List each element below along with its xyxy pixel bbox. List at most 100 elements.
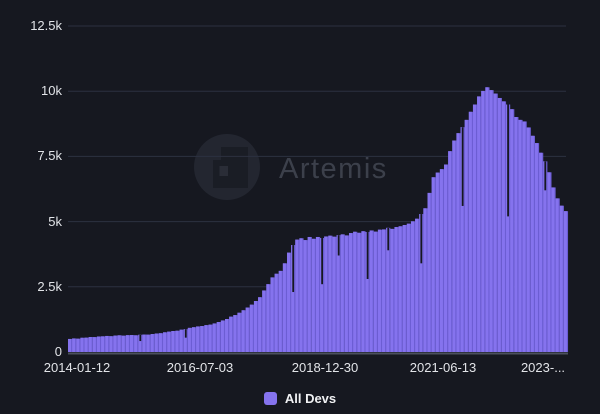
- bar: [295, 239, 299, 352]
- y-axis-tick-label: 7.5k: [37, 148, 62, 164]
- dip-notch: [321, 238, 324, 285]
- bar: [158, 333, 162, 352]
- bar: [154, 333, 158, 352]
- bar: [452, 140, 456, 352]
- bar: [212, 323, 216, 352]
- bar: [402, 224, 406, 352]
- bar: [415, 218, 419, 352]
- bar: [464, 119, 468, 352]
- bar: [266, 284, 270, 352]
- bar: [353, 231, 357, 352]
- bar: [398, 226, 402, 352]
- artemis-watermark-text: Artemis: [279, 153, 388, 185]
- bar: [456, 133, 460, 352]
- bar: [555, 198, 559, 352]
- bar: [72, 338, 76, 352]
- dip-notch: [292, 245, 295, 293]
- bar: [216, 322, 220, 352]
- y-axis-tick-label: 2.5k: [37, 278, 62, 294]
- bar: [105, 335, 109, 352]
- dip-notch: [139, 334, 142, 342]
- dip-notch: [507, 104, 509, 217]
- bar: [427, 192, 431, 352]
- bar: [460, 127, 464, 352]
- bar: [382, 229, 386, 352]
- bar: [439, 169, 443, 352]
- bar: [278, 270, 282, 352]
- bar: [559, 205, 563, 352]
- bar: [307, 236, 311, 352]
- bar: [220, 320, 224, 352]
- bar: [146, 334, 150, 352]
- bar: [129, 335, 134, 352]
- bar: [299, 238, 303, 352]
- bar: [88, 337, 92, 352]
- bar: [274, 273, 278, 352]
- bar: [237, 312, 241, 352]
- bar: [150, 334, 154, 352]
- bar: [241, 310, 245, 352]
- dip-notch: [544, 161, 547, 191]
- dip-notch: [184, 329, 187, 338]
- bar: [191, 327, 195, 352]
- bar: [423, 208, 427, 352]
- bar: [109, 336, 113, 352]
- bar-series-all-devs: [68, 87, 569, 353]
- x-axis-tick-label: 2016-07-03: [166, 360, 234, 375]
- bar: [444, 164, 448, 352]
- x-axis-line: [68, 352, 568, 355]
- bar: [332, 236, 336, 352]
- bar: [543, 161, 547, 352]
- bar: [303, 240, 307, 352]
- bar: [534, 143, 538, 352]
- bar: [229, 316, 233, 352]
- artemis-watermark: Artemis: [194, 134, 388, 200]
- bar: [262, 290, 266, 352]
- bar: [287, 252, 291, 352]
- x-axis-tick-label: 2023-...: [520, 360, 566, 375]
- bar: [134, 335, 138, 352]
- bar: [551, 187, 555, 352]
- bar: [336, 235, 340, 352]
- bar: [125, 335, 129, 352]
- dip-notch: [387, 227, 390, 251]
- bar: [373, 231, 377, 352]
- bar: [328, 235, 332, 352]
- bar: [485, 87, 489, 353]
- bar: [501, 101, 505, 352]
- bar: [324, 236, 328, 352]
- bar: [92, 337, 96, 352]
- bar: [514, 117, 518, 353]
- bar: [522, 121, 526, 353]
- bar: [196, 326, 200, 352]
- bar: [167, 331, 171, 352]
- bar: [377, 229, 381, 352]
- bar: [344, 235, 348, 352]
- dip-notch: [420, 214, 423, 264]
- bar: [84, 337, 88, 352]
- legend-swatch-icon: [263, 391, 277, 405]
- bar: [225, 319, 229, 352]
- bar: [431, 177, 435, 352]
- bar: [530, 135, 534, 352]
- bar: [386, 227, 390, 352]
- y-axis-tick-label: 0: [54, 344, 62, 359]
- chart-legend: All Devs: [0, 387, 600, 409]
- bar: [311, 238, 315, 352]
- bar: [506, 104, 510, 353]
- bar: [171, 331, 175, 352]
- x-axis-tick-label: 2018-12-30: [291, 360, 359, 375]
- bar: [68, 338, 72, 352]
- bar: [121, 335, 125, 352]
- legend-item-all-devs[interactable]: All Devs: [263, 390, 337, 406]
- x-axis-tick-label: 2014-01-12: [43, 360, 111, 375]
- legend-label: All Devs: [284, 390, 337, 406]
- bar: [406, 223, 410, 352]
- bar: [348, 233, 353, 352]
- dip-notch: [461, 127, 464, 206]
- bar: [526, 127, 530, 352]
- bar: [563, 211, 567, 352]
- bar: [96, 336, 100, 352]
